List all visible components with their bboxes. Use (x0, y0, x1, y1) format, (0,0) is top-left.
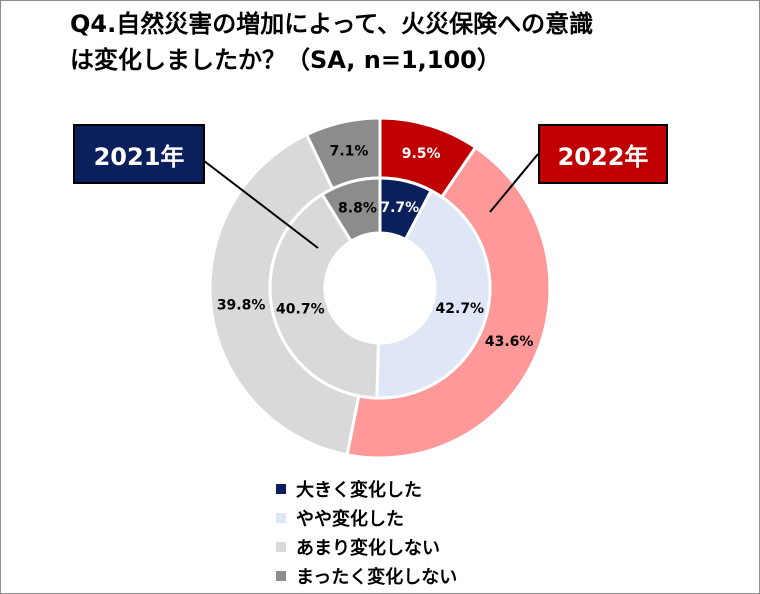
outer-data-label: 9.5% (402, 146, 441, 162)
legend-item: まったく変化しない (276, 561, 457, 590)
legend-item: やや変化した (276, 503, 457, 532)
legend-swatch (276, 541, 286, 552)
outer-data-label: 39.8% (217, 298, 266, 314)
outer-data-label: 7.1% (330, 143, 369, 159)
connector-2021 (194, 153, 319, 249)
title-line-2: は変化しましたか？（SA, n=1,100） (70, 46, 501, 74)
legend-label: まったく変化しない (296, 566, 458, 588)
inner-data-label: 8.8% (338, 201, 377, 217)
legend-label: 大きく変化した (296, 479, 422, 501)
chart-title: Q4.自然災害の増加によって、火災保険への意識 は変化しましたか？（SA, n=… (70, 6, 710, 78)
inner-data-label: 40.7% (276, 301, 325, 317)
legend-swatch (276, 512, 286, 523)
legend-label: やや変化した (296, 508, 404, 530)
legend-label: あまり変化しない (296, 537, 440, 559)
legend-swatch (276, 570, 286, 581)
year-2022-box: 2022年 (538, 124, 668, 184)
legend-item: あまり変化しない (276, 532, 457, 561)
legend-swatch (276, 483, 286, 494)
year-2021-box: 2021年 (73, 124, 205, 184)
legend-item: 大きく変化した (276, 474, 457, 503)
outer-data-label: 43.6% (485, 334, 534, 350)
inner-data-label: 42.7% (436, 301, 485, 317)
title-line-1: Q4.自然災害の増加によって、火災保険への意識 (70, 10, 594, 38)
legend: 大きく変化した やや変化したあまり変化しない まったく変化しない (276, 474, 457, 590)
connector-2022 (489, 153, 539, 213)
donut-hole (325, 233, 435, 343)
inner-data-label: 7.7% (380, 200, 419, 216)
